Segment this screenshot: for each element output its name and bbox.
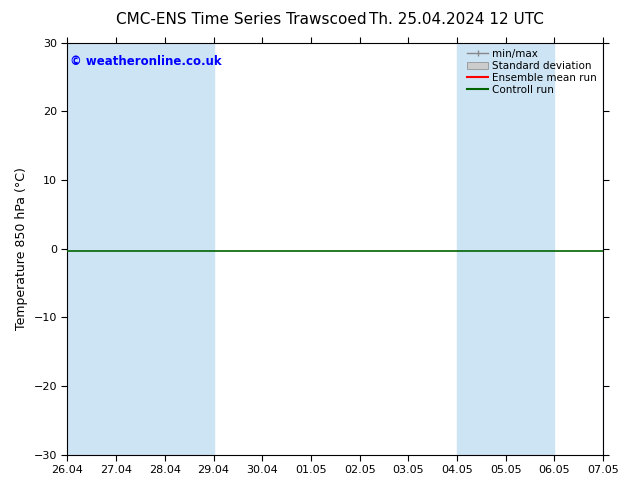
Text: Th. 25.04.2024 12 UTC: Th. 25.04.2024 12 UTC (369, 12, 544, 27)
Bar (457, 43, 554, 455)
Y-axis label: Temperature 850 hPa (°C): Temperature 850 hPa (°C) (15, 167, 28, 330)
Bar (116, 43, 214, 455)
Bar (603, 43, 634, 455)
Text: © weatheronline.co.uk: © weatheronline.co.uk (70, 55, 222, 68)
Legend: min/max, Standard deviation, Ensemble mean run, Controll run: min/max, Standard deviation, Ensemble me… (463, 45, 601, 99)
Text: CMC-ENS Time Series Trawscoed: CMC-ENS Time Series Trawscoed (115, 12, 366, 27)
Bar (67, 43, 116, 455)
